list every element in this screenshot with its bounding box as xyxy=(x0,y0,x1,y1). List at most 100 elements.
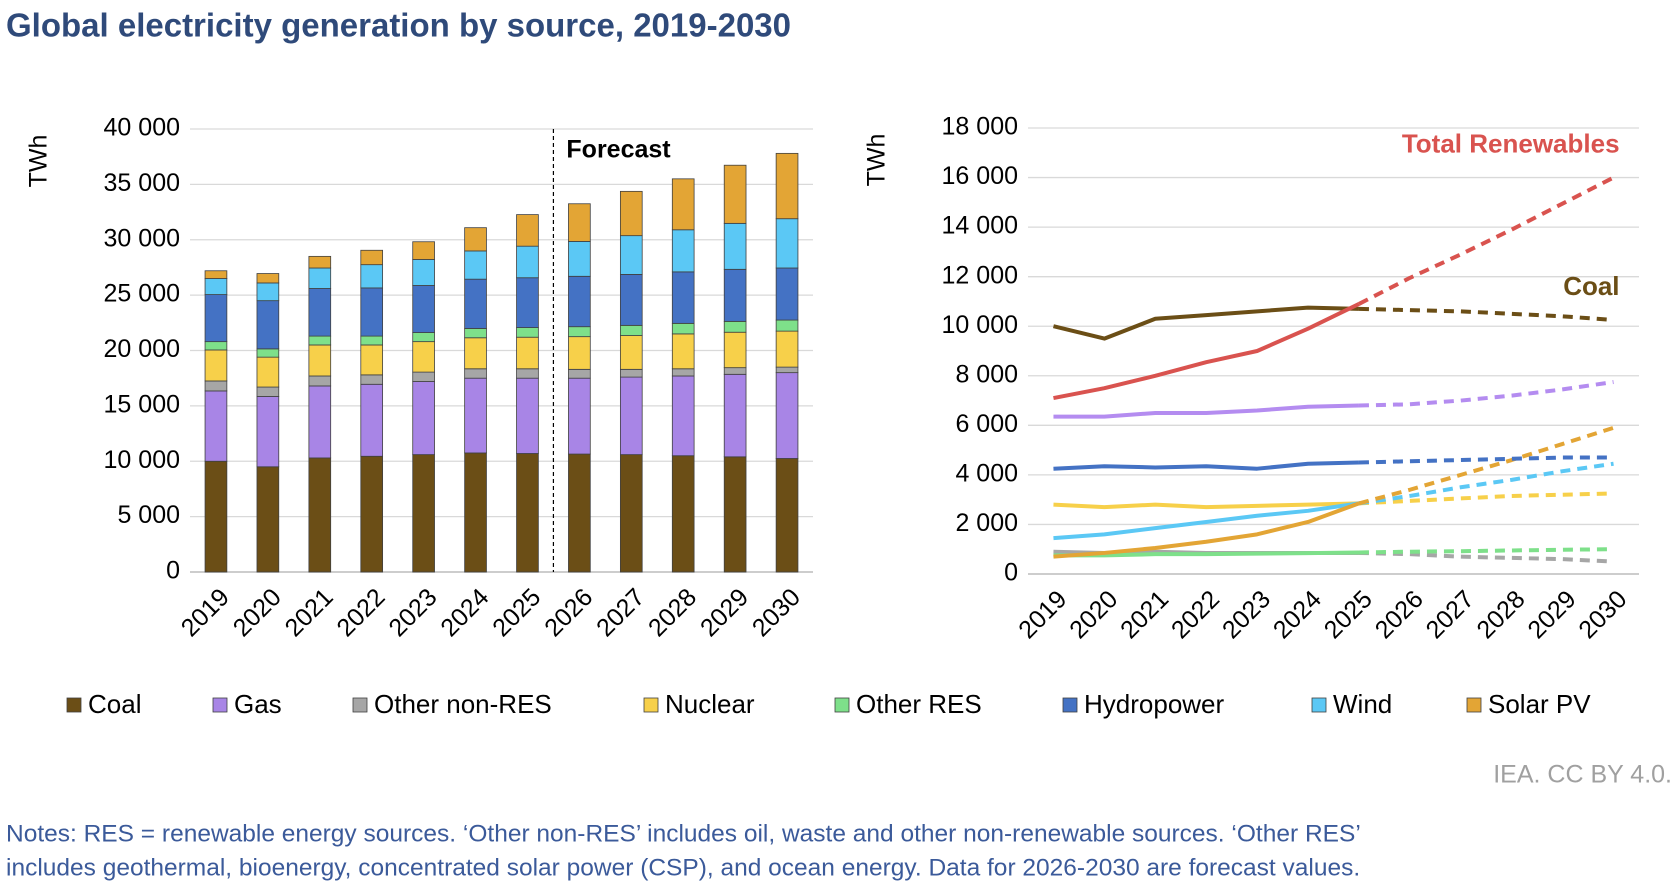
legend-swatch xyxy=(643,697,659,713)
bar-segment xyxy=(516,336,539,370)
bar-segment xyxy=(775,319,799,332)
bar-segment xyxy=(775,458,799,573)
line xyxy=(1053,460,1360,471)
bar-segment xyxy=(568,241,591,277)
bar-segment xyxy=(412,371,435,382)
legend-swatch xyxy=(834,697,850,713)
bar-segment xyxy=(671,368,695,377)
line xyxy=(1358,175,1615,306)
bar-segment xyxy=(568,368,591,379)
bar-segment xyxy=(619,274,643,326)
bar-segment xyxy=(204,390,228,462)
bar-segment xyxy=(360,249,384,266)
bar-segment xyxy=(723,331,747,369)
bar-segment xyxy=(516,245,539,279)
bar-segment xyxy=(464,452,487,573)
y-axis-label: TWh xyxy=(863,134,891,187)
bar-segment xyxy=(464,368,487,379)
legend-label: Wind xyxy=(1333,689,1392,719)
legend-swatch xyxy=(212,697,228,713)
bar-segment xyxy=(360,383,384,457)
bar-segment xyxy=(516,368,539,379)
y-tick-label: 0 xyxy=(166,557,180,585)
bar-segment xyxy=(360,344,384,376)
legend-swatch xyxy=(1311,697,1327,713)
bar-segment xyxy=(308,335,332,346)
bar-segment xyxy=(516,277,539,328)
bar-segment xyxy=(723,456,747,573)
y-tick-label: 0 xyxy=(1004,559,1018,587)
x-tick-label: 2022 xyxy=(1166,585,1225,644)
x-tick-label: 2030 xyxy=(1573,585,1632,644)
bar-segment xyxy=(516,453,539,573)
line xyxy=(1358,379,1614,408)
bar-segment xyxy=(671,333,695,370)
bar-segment xyxy=(412,259,435,286)
bar-segment xyxy=(204,349,228,382)
forecast-label: Forecast xyxy=(566,136,671,164)
bar-segment xyxy=(568,336,591,370)
x-tick-label: 2025 xyxy=(487,583,546,642)
bar-segment xyxy=(619,335,643,370)
x-tick-label: 2021 xyxy=(280,583,339,642)
bar-segment xyxy=(256,300,280,350)
line xyxy=(1358,461,1614,506)
bar-segment xyxy=(360,335,384,346)
bar-segment xyxy=(308,344,332,377)
bar-segment xyxy=(360,287,384,337)
y-tick-label: 35 000 xyxy=(104,169,180,197)
y-tick-label: 6 000 xyxy=(955,410,1018,438)
x-tick-label: 2028 xyxy=(1471,585,1530,644)
bar-segment xyxy=(256,282,280,302)
bar-segment xyxy=(256,273,280,284)
x-tick-label: 2024 xyxy=(435,583,494,642)
x-tick-label: 2020 xyxy=(228,583,287,642)
bar-segment xyxy=(619,368,643,378)
bar-segment xyxy=(308,385,332,459)
legend-label: Nuclear xyxy=(665,689,755,719)
x-tick-label: 2021 xyxy=(1115,585,1174,644)
bar-segment xyxy=(568,326,591,338)
bar-segment xyxy=(256,348,280,358)
y-tick-label: 8 000 xyxy=(955,360,1018,388)
y-tick-label: 2 000 xyxy=(955,509,1018,537)
y-tick-label: 16 000 xyxy=(942,162,1018,190)
bar-segment xyxy=(619,235,643,275)
bar-segment xyxy=(412,285,435,333)
bar-segment xyxy=(619,324,643,336)
line xyxy=(1358,491,1614,506)
y-tick-label: 10 000 xyxy=(104,446,180,474)
y-tick-label: 25 000 xyxy=(104,280,180,308)
legend-swatch xyxy=(352,697,368,713)
title: Global electricity generation by source,… xyxy=(6,7,791,44)
y-tick-label: 40 000 xyxy=(104,114,180,142)
notes: includes geothermal, bioenergy, concentr… xyxy=(6,854,1360,881)
line xyxy=(1358,550,1614,564)
bar-segment xyxy=(619,190,643,237)
bar-segment xyxy=(256,466,280,573)
line xyxy=(1358,306,1614,323)
x-tick-label: 2026 xyxy=(539,583,598,642)
bar-segment xyxy=(412,381,435,456)
bar-segment xyxy=(568,377,591,455)
bar-segment xyxy=(775,218,799,269)
x-tick-label: 2030 xyxy=(747,583,806,642)
bar-segment xyxy=(360,374,384,385)
x-tick-label: 2029 xyxy=(695,583,754,642)
y-tick-label: 10 000 xyxy=(942,311,1018,339)
legend-swatch xyxy=(1062,697,1078,713)
x-tick-label: 2026 xyxy=(1370,585,1429,644)
bar-segment xyxy=(464,250,487,280)
bar-segment xyxy=(723,222,747,270)
bar-segment xyxy=(568,203,591,242)
bar-segment xyxy=(568,453,591,573)
bar-segment xyxy=(723,373,747,458)
bar-segment xyxy=(204,294,228,343)
x-tick-label: 2019 xyxy=(176,583,235,642)
x-tick-label: 2027 xyxy=(1421,585,1480,644)
line-label: Coal xyxy=(1563,271,1619,301)
bar-segment xyxy=(568,275,591,328)
legend-label: Hydropower xyxy=(1084,689,1225,719)
